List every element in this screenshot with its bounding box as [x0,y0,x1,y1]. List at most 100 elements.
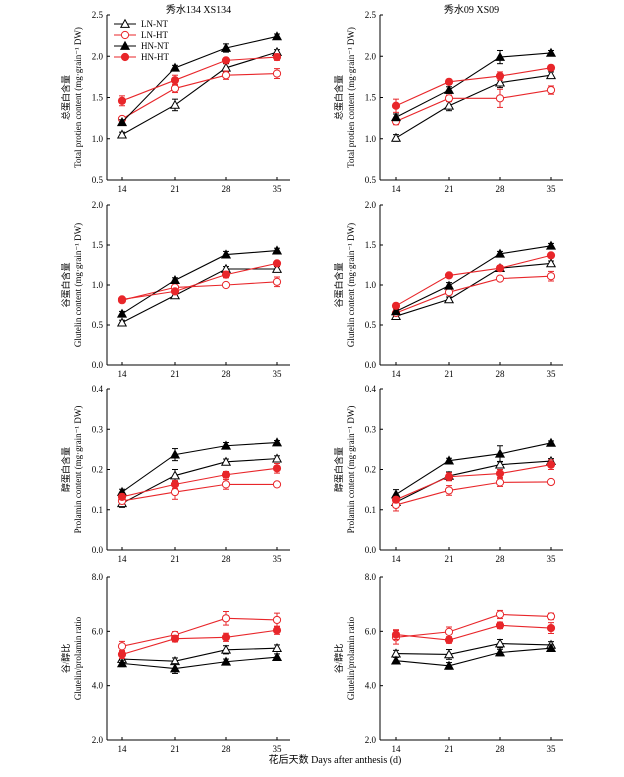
series-line [395,254,552,307]
data-point [443,649,455,659]
y-tick-label: 0.5 [92,320,104,330]
panel-total-protein-xs09: 0.5 1.0 1.5 2.0 2.5 14 21 28 35 秀水09 XS09 总蛋白含量 Tot… [333,4,563,194]
x-tick-label: 14 [392,744,402,754]
panel-prolamin-xs134: 0.0 0.1 0.2 0.3 0.4 14 21 28 35 醇蛋白含量 Prolamin con… [60,384,290,564]
x-tick-label: 14 [118,184,128,194]
x-tick-label: 14 [392,184,402,194]
series-line [121,250,278,315]
data-point [390,112,402,122]
data-point [391,495,401,504]
series-HN-NT [116,437,283,496]
x-tick-label: 14 [392,554,402,564]
data-point [390,655,402,665]
data-point [117,96,127,105]
data-point [272,480,282,489]
data-point [116,308,128,318]
y-tick-label: 0.2 [92,465,103,475]
data-point [495,71,505,81]
x-tick-label: 21 [171,554,180,564]
series-LN-NT [390,69,557,142]
series-line [395,89,552,122]
data-point [221,480,231,489]
data-point [443,100,455,110]
series-line [395,613,552,638]
data-point [272,464,282,473]
x-tick-label: 28 [222,369,232,379]
data-point [169,470,181,480]
legend-label: HN-NT [141,41,169,51]
series-HN-NT [390,240,557,316]
data-point [494,51,506,61]
y-tick-label: 0.0 [92,360,104,370]
y-tick-label: 4.0 [92,681,104,691]
data-point [221,71,231,80]
data-point [272,52,282,62]
y-tick-label: 0.0 [365,360,377,370]
series-line [121,458,278,504]
series-LN-NT [116,642,283,666]
series-HN-HT [117,625,282,659]
data-point [443,280,455,290]
x-tick-label: 21 [445,554,454,564]
data-point [494,77,506,87]
panel-ratio-xs09: 2.0 4.0 6.0 8.0 14 21 28 35 谷/醇比 Glutelin/prolami… [333,572,563,754]
data-point [495,264,505,273]
y-tick-label: 0.1 [92,505,103,515]
y-axis-label-cn: 谷/醇比 [333,644,344,674]
series-LN-HT [117,68,282,124]
series-line [121,483,277,502]
data-point [390,306,402,316]
y-tick-label: 0.4 [365,384,377,394]
y-tick-label: 8.0 [92,572,104,582]
y-axis-label-en: Total protien content (mg·grain⁻¹ DW) [73,27,83,168]
y-axis-label-en: Glutelin content (mg·grain⁻¹ DW) [346,223,356,347]
y-tick-label: 0.5 [365,175,377,185]
x-tick-label: 35 [547,184,557,194]
data-point [271,651,283,662]
data-point [444,627,454,636]
y-tick-label: 0.0 [92,545,104,555]
legend-label: HN-HT [141,52,169,62]
series-line [121,656,278,670]
x-tick-label: 35 [547,744,557,754]
data-point [546,63,556,72]
series-LN-HT [117,611,282,652]
data-point [221,633,231,642]
series-line [121,467,278,498]
data-point [169,274,181,285]
data-point [169,449,181,459]
x-tick-label: 28 [496,184,506,194]
x-tick-label: 21 [445,744,454,754]
series-line [121,56,278,102]
data-point [390,132,402,142]
series-line [395,52,552,118]
x-tick-label: 21 [445,369,454,379]
panel-glutelin-xs09: 0.0 0.5 1.0 1.5 2.0 14 21 28 35 谷蛋白含量 Glutelin con… [333,200,563,379]
y-tick-label: 1.5 [365,240,377,250]
y-axis-label-en: Prolamin content (mg·grain⁻¹ DW) [73,406,83,534]
y-tick-label: 2.0 [92,735,104,745]
data-point [169,62,181,72]
data-point [546,272,556,281]
y-tick-label: 8.0 [365,572,377,582]
y-axis-label-en: Glutelin/prolamin ratio [346,616,356,700]
data-point [546,85,556,95]
series-line [395,275,552,314]
data-point [117,295,127,304]
y-axis-label-cn: 总蛋白含量 [333,75,344,120]
series-line [395,624,552,641]
y-tick-label: 0.4 [92,384,104,394]
data-point [494,248,506,258]
y-tick-label: 2.0 [365,735,377,745]
series-HN-NT [116,245,283,318]
series-LN-HT [117,479,282,505]
data-point [495,621,505,630]
x-tick-label: 14 [118,554,128,564]
y-tick-label: 1.0 [365,280,377,290]
series-line [395,460,552,503]
data-point [391,630,401,639]
data-point [545,240,557,250]
y-tick-label: 0.1 [365,505,376,515]
y-tick-label: 6.0 [365,626,377,636]
data-point [272,277,282,286]
